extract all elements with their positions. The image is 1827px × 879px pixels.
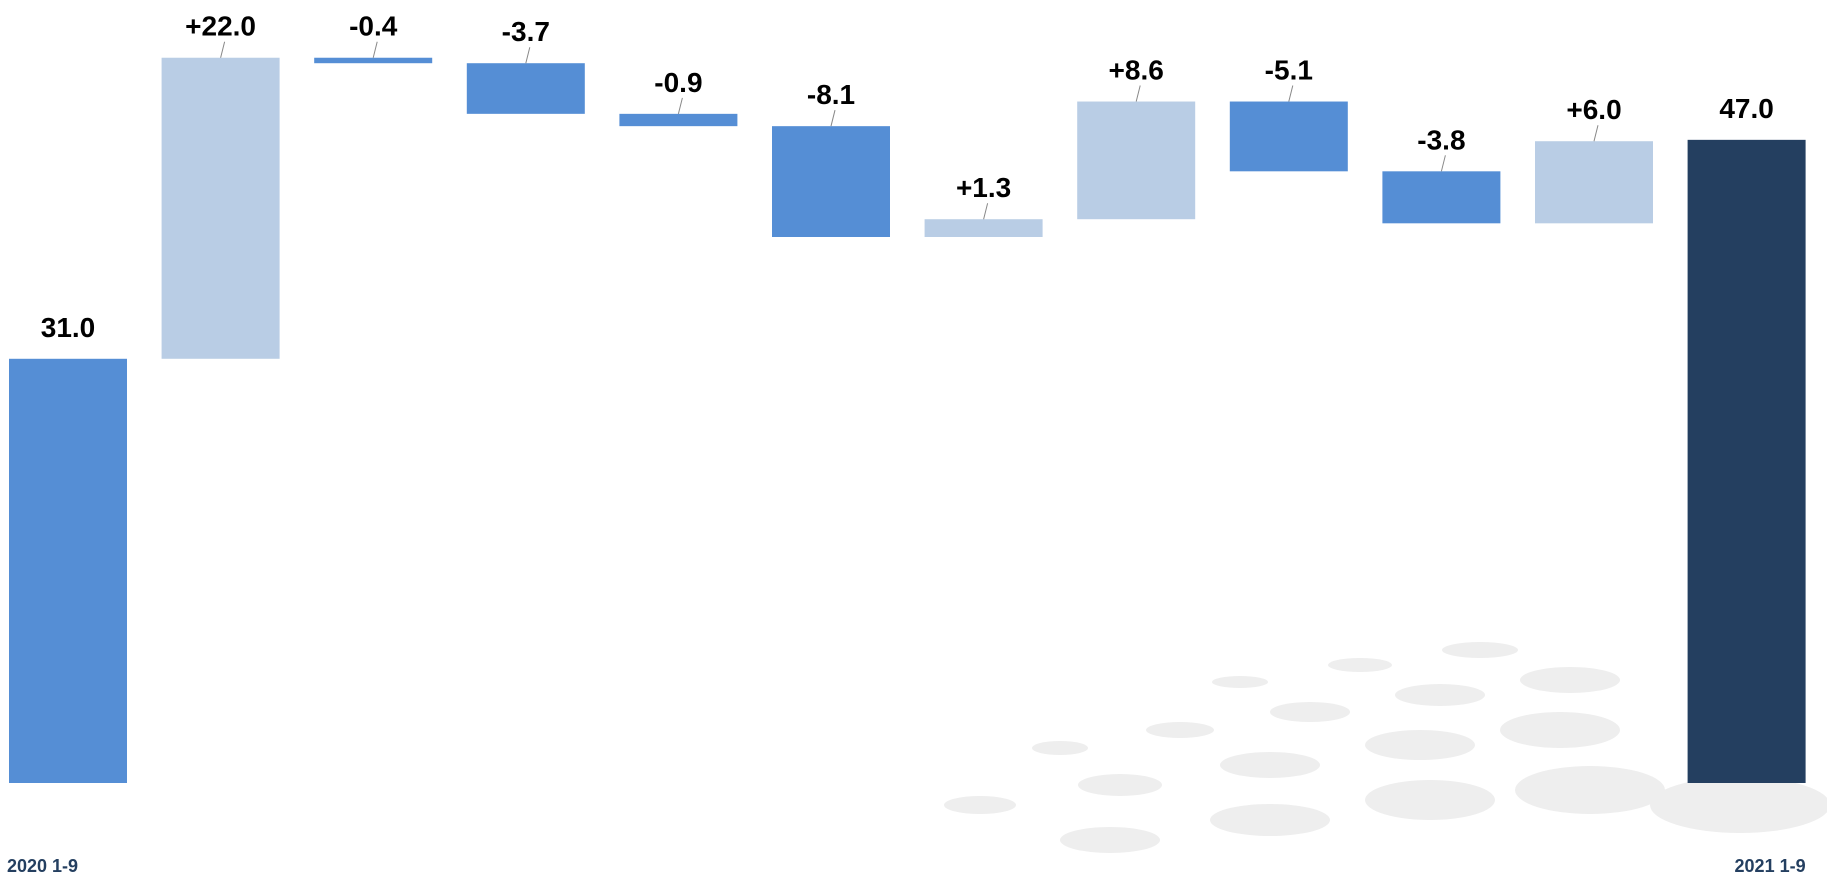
leader-line xyxy=(1135,85,1141,102)
decor-dot xyxy=(1650,777,1827,833)
decor-dot xyxy=(1500,712,1620,748)
leader-line xyxy=(525,47,531,64)
x-tick-label: 2021 1-9 xyxy=(1735,856,1806,876)
value-label: +6.0 xyxy=(1566,94,1621,125)
bar xyxy=(161,57,280,359)
bar xyxy=(619,113,738,127)
leader-line xyxy=(1288,85,1294,102)
bar xyxy=(1077,101,1196,220)
value-label: +8.6 xyxy=(1109,55,1164,86)
leader-line xyxy=(830,110,836,127)
decor-dot xyxy=(1365,730,1475,760)
value-label: -8.1 xyxy=(807,79,855,110)
decor-dot xyxy=(1365,780,1495,820)
decor-dot xyxy=(1395,684,1485,706)
decor-dot xyxy=(944,796,1016,814)
decor-dot xyxy=(1032,741,1088,755)
bar xyxy=(1382,171,1501,224)
leader-line xyxy=(677,97,683,114)
decor-dot xyxy=(1078,774,1162,796)
decor-dot xyxy=(1210,804,1330,836)
decor-dot xyxy=(1442,642,1518,658)
decor-dot xyxy=(1060,827,1160,853)
leader-line xyxy=(983,203,989,220)
leader-line xyxy=(1593,125,1599,142)
bar xyxy=(772,126,890,237)
value-label: 47.0 xyxy=(1719,93,1774,124)
bar xyxy=(1229,101,1348,172)
decor-dot xyxy=(1212,676,1268,688)
decor-dot xyxy=(1146,722,1214,738)
leader-line xyxy=(220,41,226,58)
decor-dot xyxy=(1328,658,1392,672)
leader-line xyxy=(372,41,378,58)
decor-dot xyxy=(1220,752,1320,778)
bar xyxy=(466,63,585,114)
value-label: -3.7 xyxy=(502,16,550,47)
value-label: -0.9 xyxy=(654,67,702,98)
background-decoration xyxy=(944,642,1827,853)
decor-dot xyxy=(1270,702,1350,722)
bar xyxy=(1687,139,1806,783)
value-label: +22.0 xyxy=(185,11,256,42)
value-label: 31.0 xyxy=(41,312,96,343)
value-label: +1.3 xyxy=(956,172,1011,203)
decor-dot xyxy=(1520,667,1620,693)
bar xyxy=(1535,141,1653,224)
value-label: -3.8 xyxy=(1417,124,1465,155)
x-tick-label: 2020 1-9 xyxy=(7,856,78,876)
bar xyxy=(924,219,1043,237)
bar xyxy=(314,57,433,64)
leader-line xyxy=(1440,155,1446,172)
value-label: -0.4 xyxy=(349,11,398,42)
value-label: -5.1 xyxy=(1265,55,1313,86)
decor-dot xyxy=(1515,766,1665,814)
bar xyxy=(9,358,127,783)
